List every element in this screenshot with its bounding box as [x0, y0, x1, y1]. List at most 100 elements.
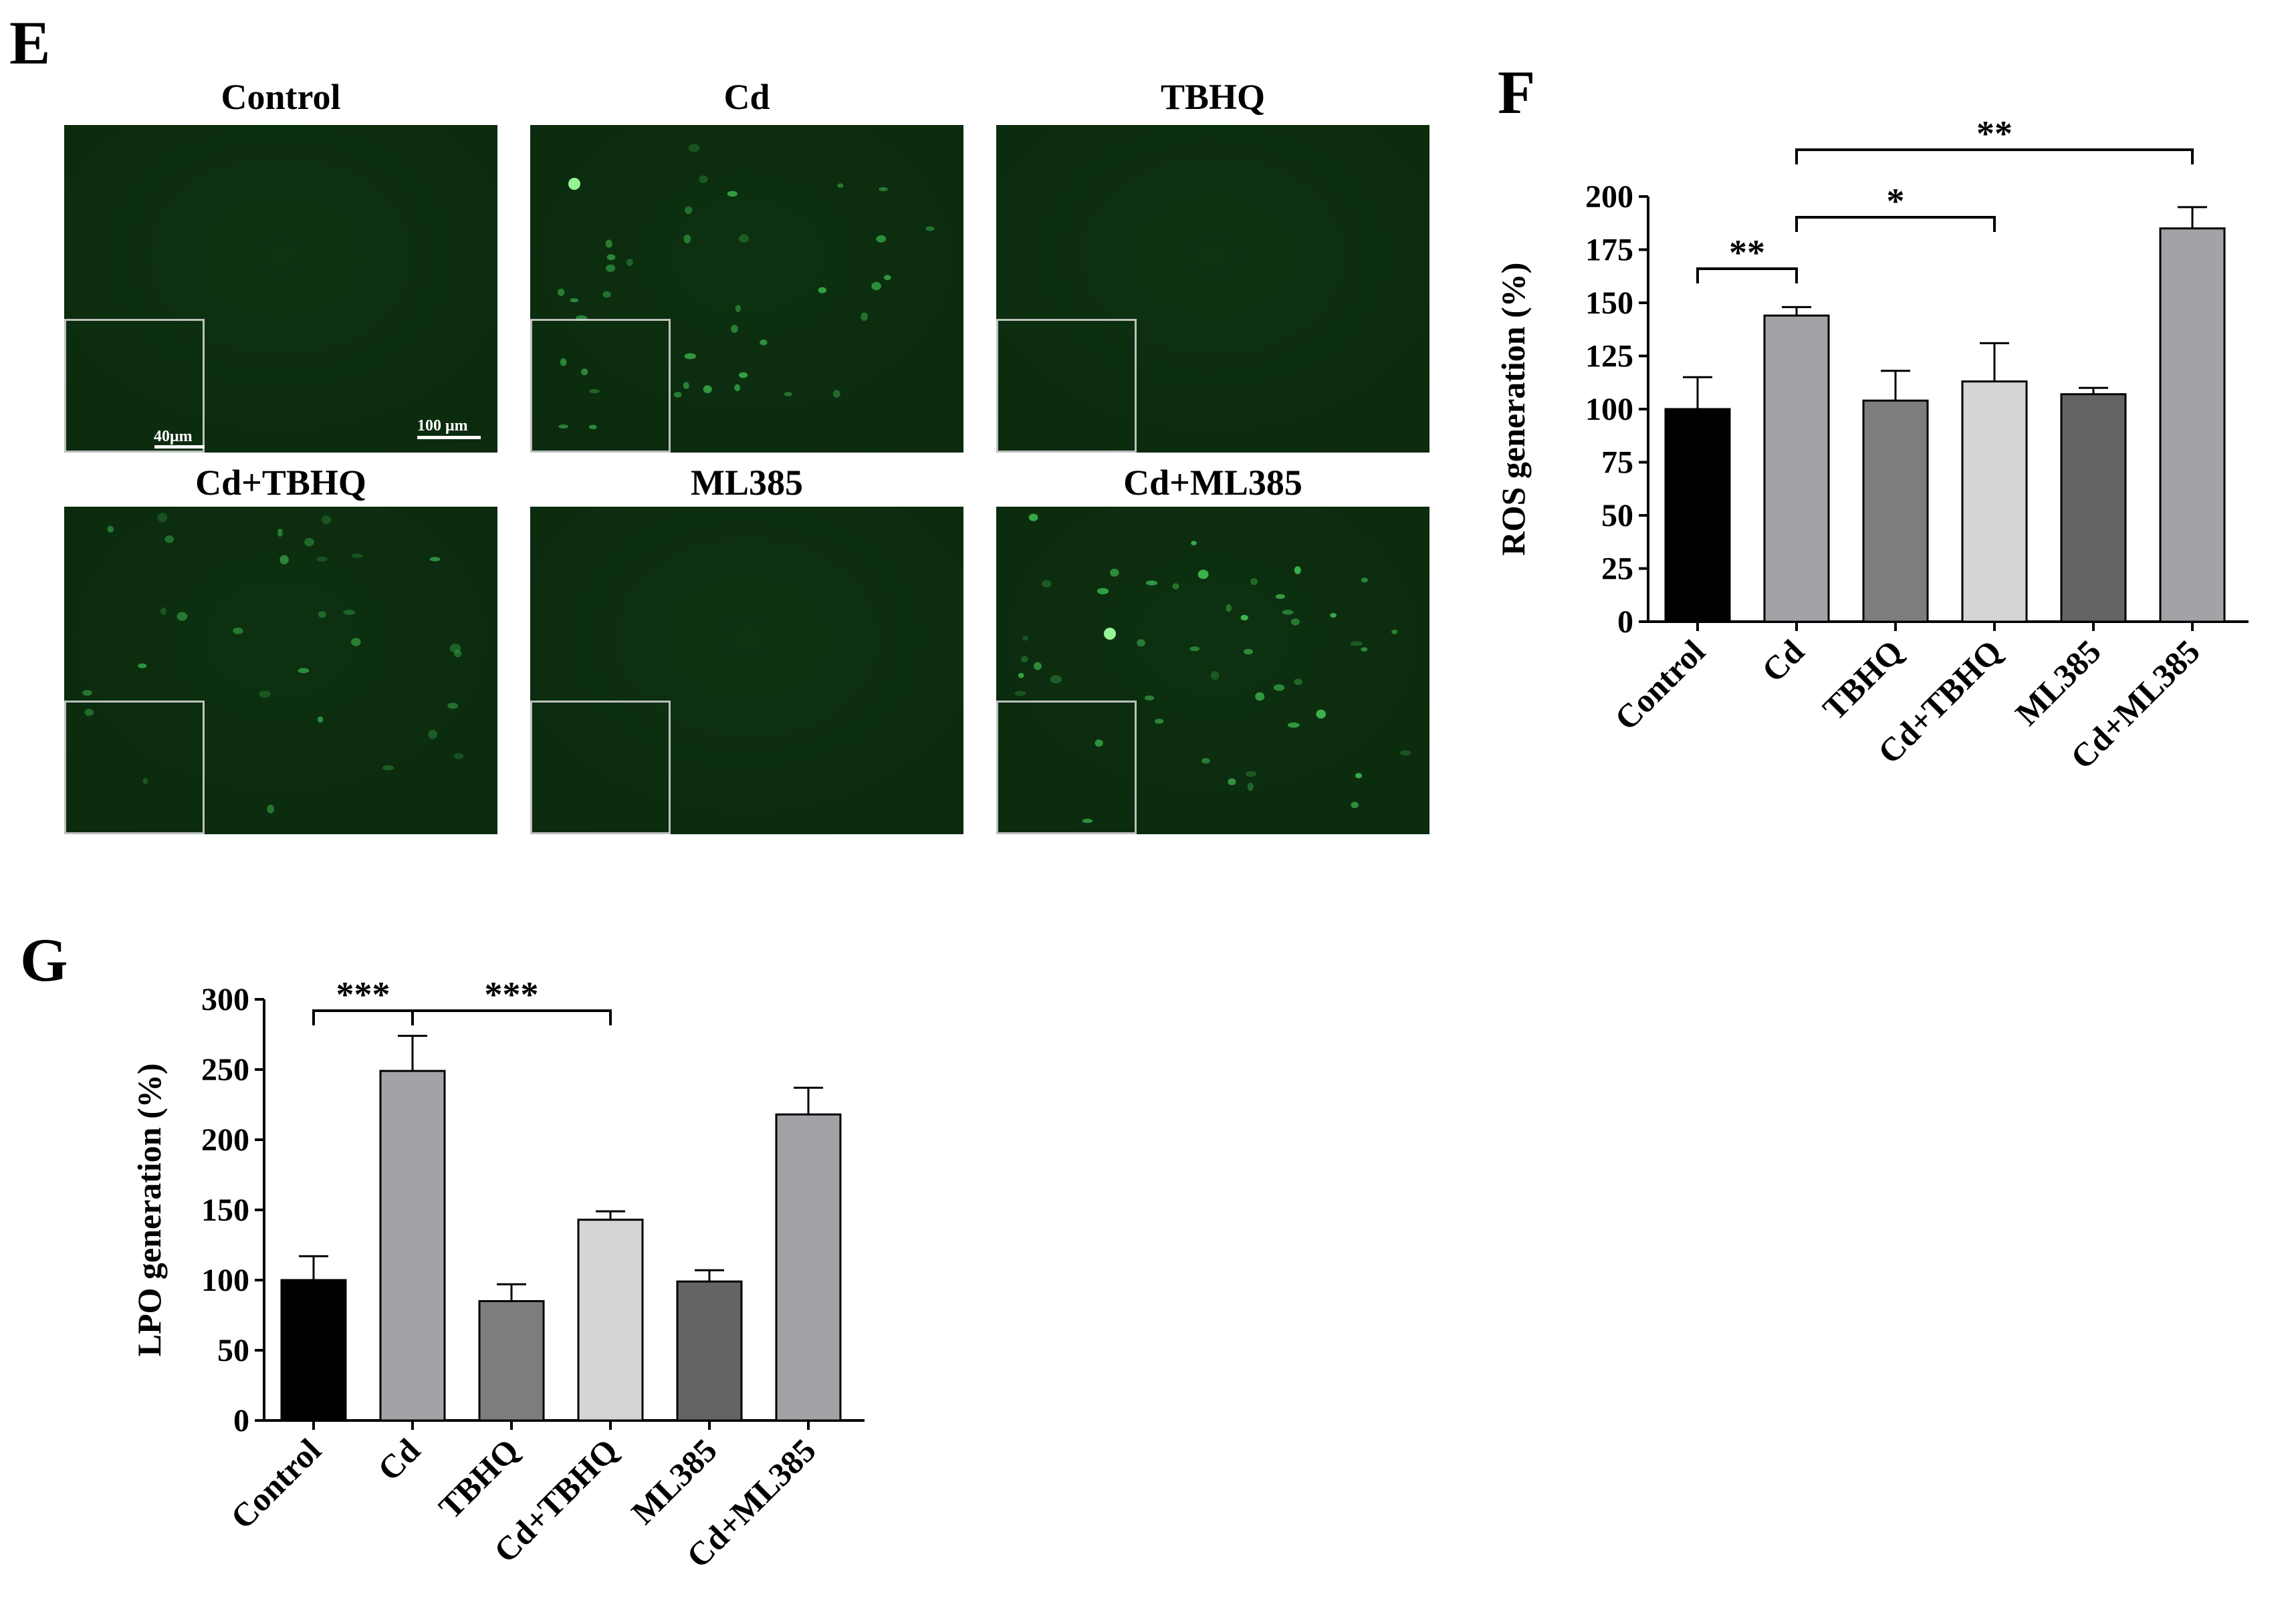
- fluorescent-cell: [449, 643, 461, 653]
- main-scale-label: 100 μm: [417, 417, 468, 434]
- lpo-y-tick-label: 0: [233, 1403, 249, 1439]
- fluorescent-cell: [1082, 818, 1093, 824]
- fluorescent-cell: [558, 424, 568, 428]
- micrograph-image: [530, 125, 963, 453]
- fluorescent-cell: [277, 528, 283, 537]
- fluorescent-cell: [879, 187, 888, 191]
- micrograph-title-tbhq: TBHQ: [1160, 77, 1266, 117]
- fluorescent-cell: [760, 339, 768, 346]
- fluorescent-cell: [1330, 613, 1337, 618]
- micrograph-inset: [530, 319, 671, 453]
- fluorescent-cell: [1042, 580, 1052, 588]
- fluorescent-cell: [688, 144, 699, 152]
- ros-x-tick-label: ML385: [2008, 632, 2108, 733]
- fluorescent-cell: [560, 358, 567, 366]
- fluorescent-cell: [699, 175, 708, 183]
- ros-y-tick-label: 75: [1601, 445, 1633, 481]
- fluorescent-cell: [1355, 773, 1363, 779]
- micrograph-title-cd: Cd: [723, 77, 770, 117]
- fluorescent-cell: [685, 206, 693, 215]
- ros-significance-bracket: [1795, 216, 1996, 232]
- main-scale-bar: [417, 436, 481, 439]
- micrograph-image: [530, 507, 963, 834]
- fluorescent-cell: [1294, 678, 1302, 685]
- fluorescent-cell: [1154, 719, 1164, 724]
- ros-y-axis-label: ROS generation (%): [1494, 263, 1532, 556]
- fluorescent-cell: [1226, 604, 1232, 612]
- micrograph-inset: [996, 701, 1137, 834]
- fluorescent-cell: [1172, 583, 1179, 590]
- ros-significance-label: *: [1887, 181, 1905, 221]
- ros-significance-label: **: [1976, 114, 2013, 154]
- lpo-x-tick-label: TBHQ: [431, 1431, 526, 1526]
- fluorescent-cell: [453, 753, 464, 759]
- ros-significance-bracket: [1795, 148, 2194, 164]
- fluorescent-cell: [1287, 722, 1300, 728]
- fluorescent-cell: [832, 390, 840, 398]
- fluorescent-cell: [1144, 695, 1155, 701]
- lpo-bar: [775, 1113, 842, 1422]
- lpo-significance-bracket: [411, 1009, 612, 1025]
- fluorescent-cell: [429, 557, 441, 562]
- fluorescent-cell: [1290, 618, 1300, 626]
- fluorescent-cell: [267, 804, 275, 814]
- fluorescent-cell: [683, 234, 691, 244]
- lpo-y-axis-label: LPO generation (%): [130, 1064, 168, 1357]
- micrograph-background: [530, 507, 963, 834]
- fluorescent-cell: [157, 513, 168, 522]
- fluorescent-cell: [1246, 771, 1257, 777]
- fluorescent-cell: [138, 663, 147, 668]
- fluorescent-cell: [298, 668, 310, 674]
- fluorescent-cell: [454, 650, 462, 658]
- lpo-y-tick-label: 100: [201, 1263, 249, 1298]
- fluorescent-cell: [588, 424, 597, 430]
- fluorescent-cell: [142, 777, 148, 784]
- ros-bar: [1763, 314, 1830, 623]
- fluorescent-cell: [683, 382, 689, 389]
- fluorescent-cell: [316, 556, 328, 562]
- micrograph-background: [530, 125, 963, 453]
- micrograph-inset: [64, 701, 205, 834]
- ros-x-tick-label: TBHQ: [1815, 632, 1910, 727]
- lpo-y-tick-label: 250: [201, 1052, 249, 1088]
- fluorescent-cell: [735, 305, 741, 312]
- fluorescent-cell: [1361, 647, 1368, 652]
- inset-scale-label: 40μm: [154, 428, 193, 445]
- lpo-bar: [379, 1070, 446, 1422]
- micrograph-inset: [530, 701, 671, 834]
- fluorescent-cell: [343, 610, 356, 615]
- fluorescent-cell: [727, 191, 737, 197]
- micrograph-image: [64, 507, 497, 834]
- micrograph-inset: [64, 319, 205, 453]
- fluorescent-cell: [318, 611, 326, 618]
- fluorescent-cell: [558, 288, 565, 296]
- micrograph-cd: [530, 125, 963, 453]
- fluorescent-cell: [925, 226, 935, 231]
- fluorescent-cell: [317, 716, 324, 723]
- fluorescent-cell: [818, 287, 827, 293]
- fluorescent-cell: [606, 254, 616, 261]
- fluorescent-cell: [602, 291, 611, 298]
- lpo-significance-label: ***: [485, 975, 539, 1015]
- ros-y-tick-label: 125: [1585, 339, 1633, 374]
- lpo-x-tick-label: Control: [223, 1431, 328, 1536]
- lpo-x-tick-label: ML385: [624, 1431, 724, 1531]
- fluorescent-cell: [784, 392, 792, 396]
- fluorescent-cell: [233, 627, 243, 634]
- fluorescent-cell: [1350, 641, 1363, 646]
- fluorescent-cell: [351, 553, 363, 558]
- micrograph-tbhq: [996, 125, 1429, 453]
- micrograph-title-control: Control: [221, 77, 341, 117]
- fluorescent-cell: [1247, 782, 1254, 791]
- micrograph-cd-tbhq: [64, 507, 497, 834]
- micrograph-background: [64, 125, 497, 453]
- lpo-significance-label: ***: [336, 975, 390, 1015]
- ros-y-tick-label: 200: [1585, 179, 1633, 215]
- micrograph-title-cd-tbhq: Cd+TBHQ: [195, 463, 366, 503]
- fluorescent-cell: [382, 765, 394, 771]
- ros-y-tick-label: 100: [1585, 392, 1633, 427]
- bright-spot: [568, 178, 580, 190]
- ros-bar-chart: 0 25 50 75 100 125 150 175 200 ROS generation (%)…: [1494, 114, 2249, 776]
- lpo-bar: [676, 1280, 743, 1422]
- fluorescent-cell: [1294, 566, 1301, 574]
